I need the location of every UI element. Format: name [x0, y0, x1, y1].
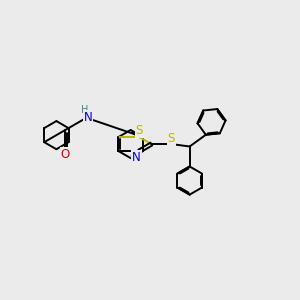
- Text: H: H: [81, 105, 88, 116]
- Text: N: N: [132, 151, 141, 164]
- Text: O: O: [61, 148, 70, 161]
- Text: S: S: [168, 132, 175, 145]
- Text: N: N: [83, 111, 92, 124]
- Text: S: S: [136, 124, 143, 137]
